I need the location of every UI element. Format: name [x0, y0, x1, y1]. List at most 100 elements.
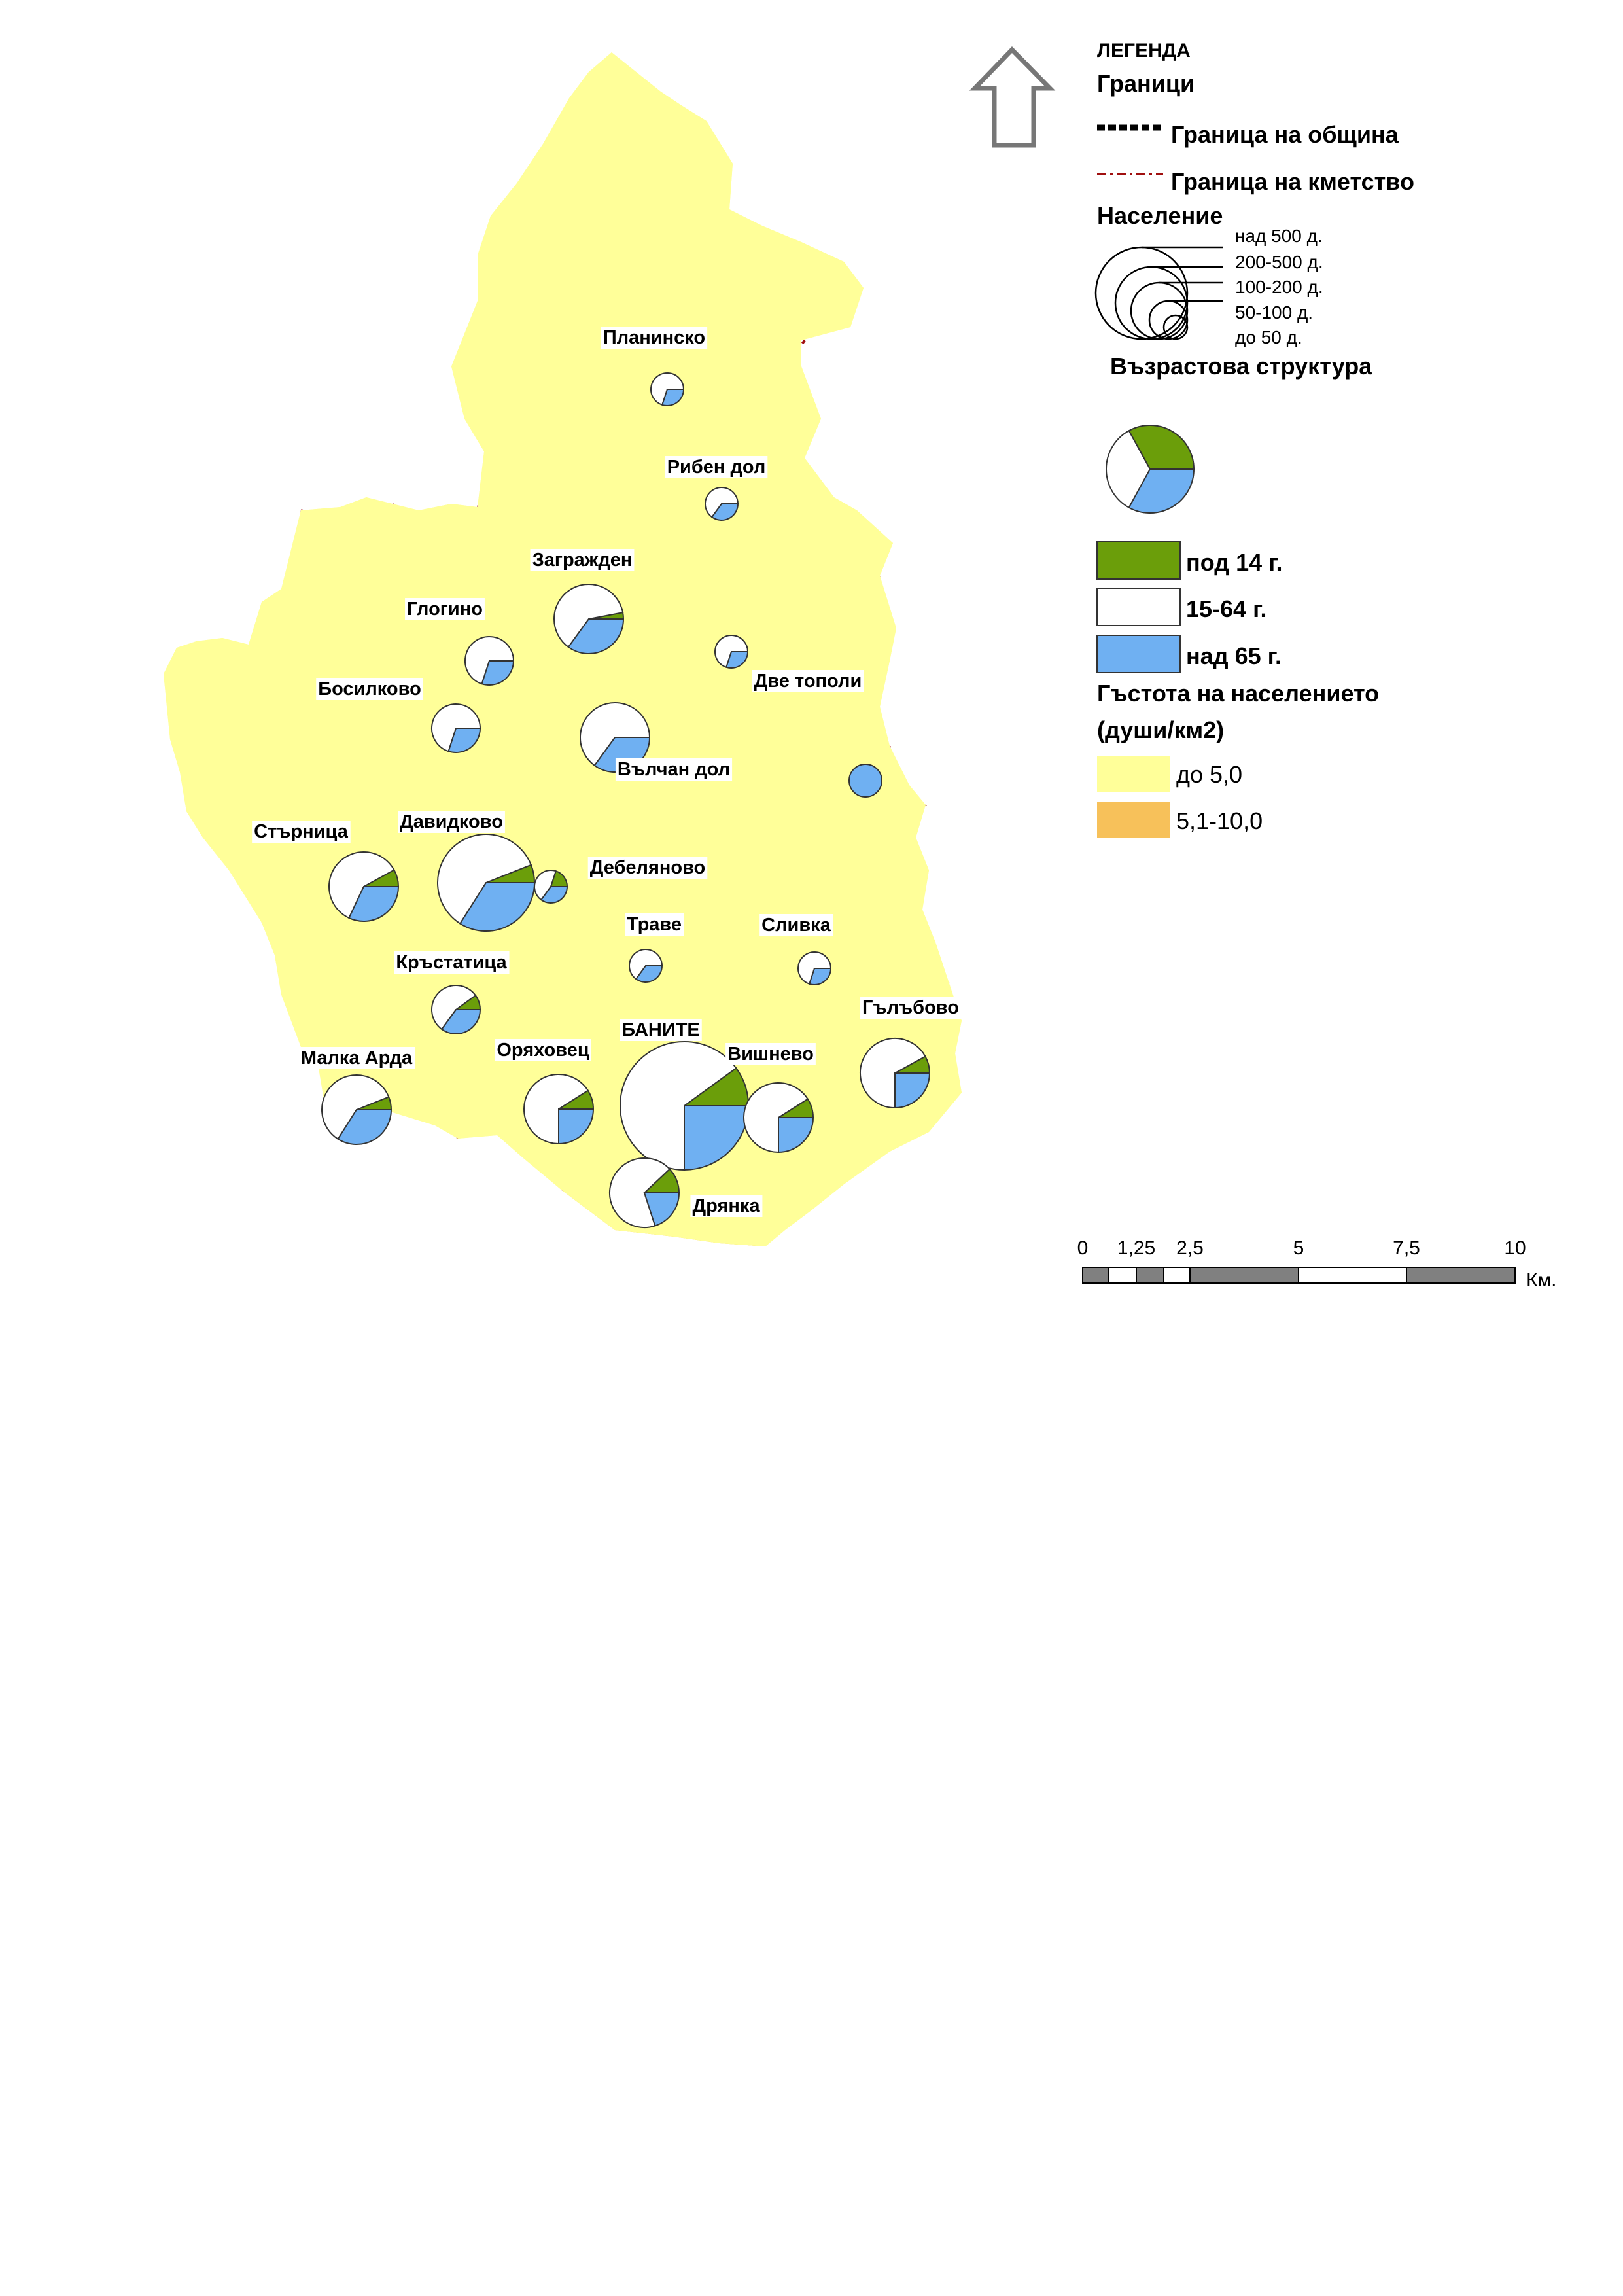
малка-арда-age15-64-slice: [321, 1074, 390, 1140]
population-class-2: 100-200 д.: [1235, 277, 1323, 297]
village-label-background: [725, 1043, 816, 1065]
age-structure-sample-pie: [1106, 425, 1195, 514]
кръстатица-pie: [431, 984, 481, 1034]
density-high-swatch: [1097, 802, 1170, 838]
scale-bar: 0 1,25 2,5 5 7,5 10 Км.: [1077, 1237, 1557, 1291]
дрянка-age15-64-slice: [609, 1157, 671, 1228]
village-label: Вълчан дол: [618, 759, 730, 780]
сливка-over65-slice: [809, 968, 832, 986]
босилково-pie: [431, 703, 481, 753]
legend-density-high: 5,1-10,0: [1176, 807, 1263, 834]
under14-swatch: [1096, 541, 1181, 580]
village-label: Босилково: [318, 679, 421, 699]
village-label-background: [624, 913, 684, 936]
village-label: Стърница: [254, 821, 349, 842]
малка-арда-over65-slice: [337, 1109, 393, 1145]
village-label-background: [405, 598, 485, 620]
гълъбово-age15-64-slice: [860, 1038, 926, 1109]
village-label-background: [298, 1047, 415, 1069]
unnamed-village-pie: [848, 764, 882, 798]
village-label-background: [615, 758, 733, 781]
вишнево-age15-64-slice: [743, 1082, 809, 1154]
сливка-pie: [797, 951, 832, 986]
scale-tick-3: 5: [1293, 1237, 1304, 1259]
стърница-over65-slice: [348, 886, 400, 923]
legend-age-heading: Възрастова структура: [1110, 353, 1372, 380]
village-label: Кръстатица: [396, 952, 507, 973]
баните-pie: [620, 1041, 750, 1171]
дрянка-over65-slice: [643, 1192, 680, 1227]
scale-tick-2: 2,5: [1176, 1237, 1204, 1259]
планинско-pie: [650, 372, 685, 406]
legend-density-low: до 5,0: [1176, 761, 1242, 788]
village-label-background: [495, 1039, 591, 1061]
unnamed-village-over65-slice: [848, 764, 882, 798]
village-label: Малка Арда: [301, 1048, 413, 1069]
village-pies: [321, 372, 931, 1228]
village-label-background: [398, 811, 505, 833]
village-label: Траве: [627, 914, 682, 935]
scale-tick-0: 0: [1077, 1237, 1089, 1259]
загражден-pie: [553, 584, 625, 654]
village-label: БАНИТЕ: [621, 1019, 700, 1040]
village-label-background: [252, 821, 351, 843]
кръстатица-age15-64-slice: [431, 984, 477, 1031]
village-labels: Планинско Рибен дол Загражден Глогино Две то…: [252, 327, 961, 1217]
давидково-pie: [437, 834, 536, 932]
legend: ЛЕГЕНДА Граници Граница на община Границ…: [969, 40, 1414, 838]
village-label: Вишнево: [727, 1044, 814, 1065]
legend-mayoralty-border: Граница на кметство: [1171, 168, 1414, 195]
village-label: Давидково: [400, 811, 503, 832]
оряховец-pie: [523, 1074, 595, 1145]
дебеляново-pie: [534, 869, 568, 904]
загражден-over65-slice: [567, 618, 625, 654]
legend-sample-over65-slice: [1128, 468, 1195, 514]
population-class-4: до 50 д.: [1235, 327, 1302, 347]
траве-age15-64-slice: [629, 949, 663, 980]
village-label-background: [690, 1195, 763, 1217]
рибен-дол-pie: [705, 487, 739, 521]
legend-population-heading: Население: [1097, 202, 1223, 229]
village-label: Гълъбово: [862, 997, 959, 1018]
давидково-over65-slice: [459, 882, 536, 932]
village-label: Сливка: [761, 915, 831, 936]
босилково-over65-slice: [447, 728, 481, 753]
рибен-дол-age15-64-slice: [705, 487, 739, 518]
вълчан-дол-age15-64-slice: [580, 702, 651, 767]
legend-sample-under14-slice: [1128, 425, 1195, 470]
дрянка-pie: [609, 1157, 680, 1228]
гълъбово-pie: [860, 1038, 931, 1109]
municipality-border: [164, 52, 962, 1246]
стърница-pie: [328, 851, 400, 923]
village-label-background: [620, 1019, 702, 1041]
глогино-pie: [464, 636, 515, 686]
legend-title: ЛЕГЕНДА: [1097, 40, 1191, 62]
малка-арда-pie: [321, 1074, 393, 1145]
траве-pie: [629, 949, 663, 983]
scale-unit: Км.: [1526, 1269, 1556, 1291]
legend-density-heading-2: (души/км2): [1097, 716, 1224, 743]
village-label-background: [587, 857, 708, 879]
village-label-background: [759, 914, 833, 936]
village-label: Две тополи: [754, 671, 862, 692]
рибен-дол-over65-slice: [710, 503, 739, 521]
village-label-background: [530, 549, 635, 571]
scale-tick-1: 1,25: [1117, 1237, 1155, 1259]
village-label: Рибен дол: [667, 457, 766, 478]
village-label: Планинско: [603, 327, 705, 348]
оряховец-over65-slice: [558, 1108, 595, 1145]
village-label-background: [665, 456, 768, 478]
legend-borders-heading: Граници: [1097, 70, 1195, 97]
population-class-0: над 500 д.: [1235, 226, 1323, 246]
village-label-background: [316, 678, 423, 700]
дебеляново-age15-64-slice: [534, 869, 557, 901]
scale-tick-5: 10: [1504, 1237, 1526, 1259]
глогино-over65-slice: [481, 660, 515, 686]
стърница-age15-64-slice: [328, 851, 395, 919]
scale-tick-4: 7,5: [1393, 1237, 1420, 1259]
village-label: Загражден: [532, 550, 633, 571]
дебеляново-over65-slice: [540, 886, 568, 904]
village-label-background: [394, 951, 510, 974]
вишнево-pie: [743, 1082, 814, 1154]
